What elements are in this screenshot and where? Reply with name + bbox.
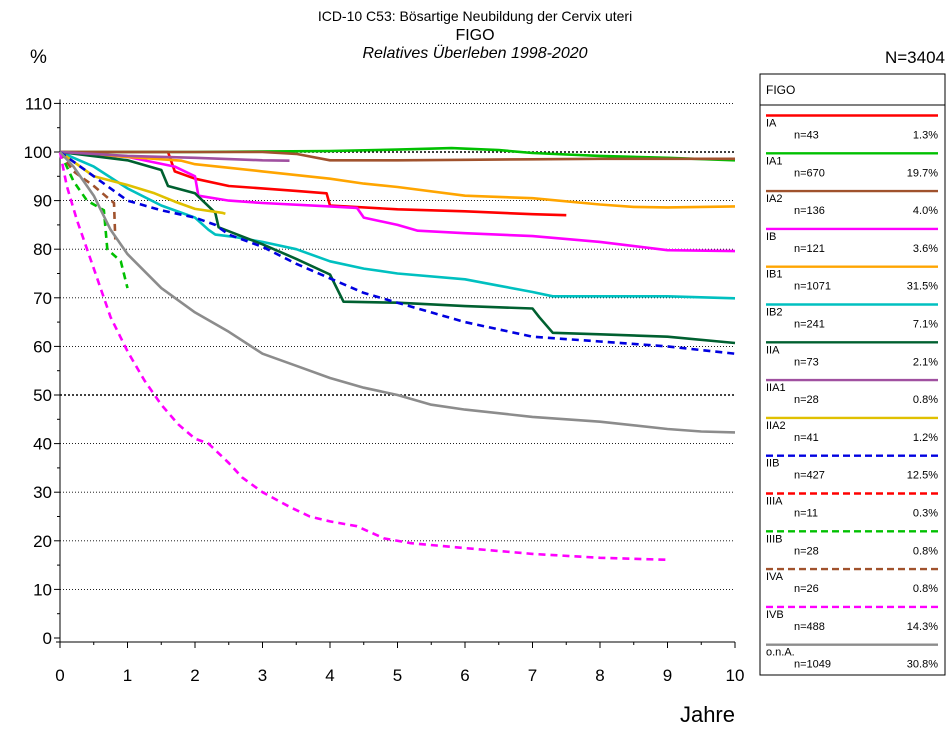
legend-count-iiib: n=28 [794, 545, 819, 557]
legend-label-iib: IIB [766, 458, 779, 470]
series-line-ib [59, 150, 736, 253]
total-n-label: N=3404 [885, 48, 945, 67]
legend-count-ia2: n=136 [794, 205, 825, 217]
legend-percent-iva: 0.8% [913, 583, 938, 595]
y-tick-label: 30 [33, 483, 52, 502]
y-tick-label: 80 [33, 240, 52, 259]
y-tick-label: 10 [33, 580, 52, 599]
y-axis-unit: % [30, 47, 47, 68]
x-tick-label: 3 [258, 666, 267, 685]
x-tick-label: 7 [528, 666, 537, 685]
axes: 0 10 20 30 40 50 60 70 80 90 100 110 0 1 2 3 4 5 6 7 8 9 10 [24, 94, 745, 685]
legend-count-ia1: n=670 [794, 167, 825, 179]
legend-box [759, 73, 946, 676]
legend-label-iia2: IIA2 [766, 420, 786, 432]
legend-label-iia1: IIA1 [766, 382, 786, 394]
x-tick-label: 9 [663, 666, 672, 685]
legend-label-ivb: IVB [766, 609, 784, 621]
legend-label-ia1: IA1 [766, 155, 783, 167]
x-tick-label: 0 [55, 666, 64, 685]
legend-percent-ib1: 31.5% [907, 281, 938, 293]
series-line-ib1 [59, 150, 736, 209]
series-line-iva [58, 151, 117, 240]
legend-percent-iia2: 1.2% [913, 432, 938, 444]
legend-percent-ib: 3.6% [913, 243, 938, 255]
series-line-ivb [58, 151, 668, 562]
x-tick-label: 1 [123, 666, 132, 685]
x-tick-label: 5 [393, 666, 402, 685]
x-tick-label: 4 [325, 666, 334, 685]
legend-label-ib1: IB1 [766, 269, 783, 281]
grid [60, 102, 735, 590]
y-tick-label: 20 [33, 532, 52, 551]
legend-percent-o-n-a-: 30.8% [907, 659, 938, 671]
legend-percent-ia: 1.3% [913, 130, 938, 142]
y-tick-label: 110 [25, 94, 52, 113]
y-tick-label: 100 [24, 143, 52, 162]
series-line-ia [60, 150, 567, 217]
legend-label-iia: IIA [766, 344, 780, 356]
series-layer [58, 146, 736, 562]
series-line-o-n-a- [59, 151, 736, 434]
y-tick-label: 70 [33, 289, 52, 308]
x-tick-label: 10 [726, 666, 745, 685]
legend-count-iia2: n=41 [794, 432, 819, 444]
x-tick-label: 8 [595, 666, 604, 685]
chart-subtitle-italic: Relatives Überleben 1998-2020 [362, 44, 587, 62]
legend-title: FIGO [766, 83, 795, 97]
legend-label-ia2: IA2 [766, 193, 783, 205]
series-line-iib [59, 150, 736, 355]
legend-count-ib: n=121 [794, 243, 825, 255]
y-tick-label: 60 [33, 337, 52, 356]
legend-percent-iia1: 0.8% [913, 394, 938, 406]
chart-title: ICD-10 C53: Bösartige Neubildung der Cer… [318, 8, 632, 24]
chart-subtitle: FIGO [455, 27, 494, 44]
legend-percent-iia: 2.1% [913, 356, 938, 368]
legend-label-iiib: IIIB [766, 533, 783, 545]
legend-count-iia: n=73 [794, 356, 819, 368]
series-line-iiib [58, 151, 129, 289]
series-line-ia2 [60, 150, 735, 162]
legend: FIGO IA n=43 1.3% IA1 n=670 19.7% IA2 n=136 4.0%… [759, 73, 946, 676]
legend-percent-ia1: 19.7% [907, 167, 938, 179]
legend-count-iva: n=26 [794, 583, 819, 595]
y-tick-label: 40 [33, 435, 52, 454]
x-tick-label: 2 [190, 666, 199, 685]
legend-percent-ivb: 14.3% [907, 621, 938, 633]
legend-count-iib: n=427 [794, 470, 825, 482]
legend-count-ia: n=43 [794, 130, 819, 142]
legend-label-ib: IB [766, 231, 776, 243]
legend-label-iva: IVA [766, 571, 784, 583]
legend-label-o-n-a-: o.n.A. [766, 647, 795, 659]
legend-percent-iiia: 0.3% [913, 508, 938, 520]
series-line-iia1 [59, 150, 290, 162]
legend-label-ib2: IB2 [766, 307, 783, 319]
legend-percent-iiib: 0.8% [913, 545, 938, 557]
legend-percent-ia2: 4.0% [913, 205, 938, 217]
series-line-ib2 [59, 150, 736, 300]
legend-count-ivb: n=488 [794, 621, 825, 633]
y-tick-label: 90 [33, 192, 52, 211]
legend-count-ib1: n=1071 [794, 281, 831, 293]
legend-count-ib2: n=241 [794, 319, 825, 331]
x-axis-label: Jahre [680, 702, 735, 727]
y-tick-label: 50 [33, 386, 52, 405]
legend-percent-ib2: 7.1% [913, 319, 938, 331]
legend-count-o-n-a-: n=1049 [794, 659, 831, 671]
legend-label-ia: IA [766, 118, 777, 130]
x-tick-label: 6 [460, 666, 469, 685]
legend-percent-iib: 12.5% [907, 470, 938, 482]
y-tick-label: 0 [43, 629, 52, 648]
legend-label-iiia: IIIA [766, 496, 783, 508]
legend-count-iiia: n=11 [794, 508, 818, 520]
legend-count-iia1: n=28 [794, 394, 819, 406]
series-line-iia [59, 150, 736, 345]
